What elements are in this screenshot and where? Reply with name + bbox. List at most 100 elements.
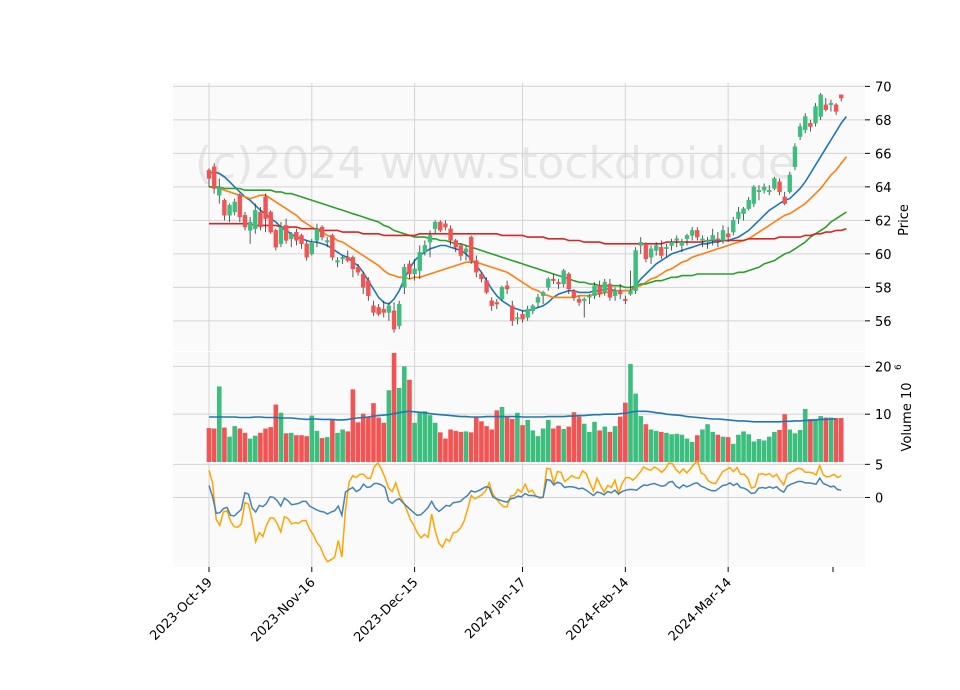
volume-bar [669,434,674,462]
candle-body [561,270,566,285]
candle-body [576,298,582,303]
candle-body [761,186,767,191]
candle-body [546,278,551,288]
volume-bar [617,416,623,462]
candle-body [736,211,741,219]
volume-bar [237,428,243,462]
candle-body [504,285,510,290]
volume-bar [561,429,566,462]
volume-bar [371,403,376,462]
candle-body [571,290,577,298]
volume-bar [335,432,340,462]
candle-body [294,231,299,241]
candle-body [468,236,474,261]
candle-body [242,215,248,228]
volume-bar [715,434,721,462]
volume-bar [468,432,474,462]
candle-body [751,186,757,204]
candle-body [453,240,458,248]
volume-bar [808,418,813,462]
volume-bar [391,352,397,462]
candle-body [263,196,268,219]
volume-bar [838,418,844,462]
volume-bar [551,428,556,462]
volume-bar [458,431,464,462]
candle-body [325,240,330,243]
candle-body [633,250,638,291]
candle-body [335,260,340,263]
volume-bar [247,438,253,462]
candle-body [689,230,695,236]
volume-bar [607,431,613,462]
candle-body [540,292,546,296]
volume-bar [499,407,505,462]
candle-body [659,246,664,256]
volume-bar [777,429,782,462]
volume-bar [823,417,829,462]
candle-body [253,210,258,229]
date-tick-label: 2024-Mar-14 [666,575,735,644]
oscillator-line-0 [208,459,842,563]
volume-bar [330,419,335,462]
price-tick-label: 64 [875,181,892,196]
date-tick-label: 2024-Jan-17 [462,575,529,642]
date-tick-label: 2023-Oct-19 [147,575,215,643]
candle-body [715,238,721,241]
volume-bar [720,436,726,462]
volume-bar [710,431,716,462]
volume-bar [684,438,690,462]
candle-body [237,195,243,218]
volume-axis-label: Volume 10 [900,382,915,451]
candle-body [515,317,520,320]
candle-body [679,241,685,246]
candle-body [412,268,417,275]
candle-body [268,211,273,233]
candle-body [746,200,751,209]
volume-bar [592,421,597,462]
candle-body [628,290,633,295]
candle-body [823,104,828,111]
volume-bar [802,408,808,462]
volume-bar [515,412,520,462]
candle-body [818,94,823,117]
candle-body [602,282,607,293]
volume-bar [525,419,530,462]
volume-bar [813,418,818,462]
volume-axis-exponent: 6 [894,364,904,370]
candle-body [710,235,715,241]
candle-body [803,116,808,131]
candle-body [289,233,294,239]
candle-body [330,235,335,258]
candle-body [782,196,787,204]
candle-body [463,248,469,253]
watermark: (c)2024 www.stockdroid.de [195,138,795,189]
volume-bar [828,417,834,462]
volume-bar [746,434,751,462]
volume-bar [443,438,448,462]
volume-bar [782,414,787,462]
volume-bar [252,435,258,462]
volume-bar [422,411,428,462]
volume-bar [268,427,273,462]
price-tick-label: 56 [875,315,892,330]
candle-body [479,273,484,280]
volume-bar [278,412,284,462]
volume-bar [263,428,268,462]
candle-body [731,220,736,233]
volume-bar [571,412,577,462]
candle-body [664,246,669,250]
volume-bar [294,435,299,462]
volume-bar [818,416,823,462]
volume-bar [730,443,736,462]
candle-body [674,238,679,241]
volume-bar [587,431,592,462]
candle-body [638,241,643,246]
price-panel-bg [173,83,865,351]
volume-bar [494,410,500,462]
candle-body [319,226,325,238]
volume-bar [288,432,294,462]
candle-body [705,240,710,243]
volume-bar [581,423,587,462]
volume-tick-label: 10 [875,408,892,423]
candle-body [402,267,407,288]
